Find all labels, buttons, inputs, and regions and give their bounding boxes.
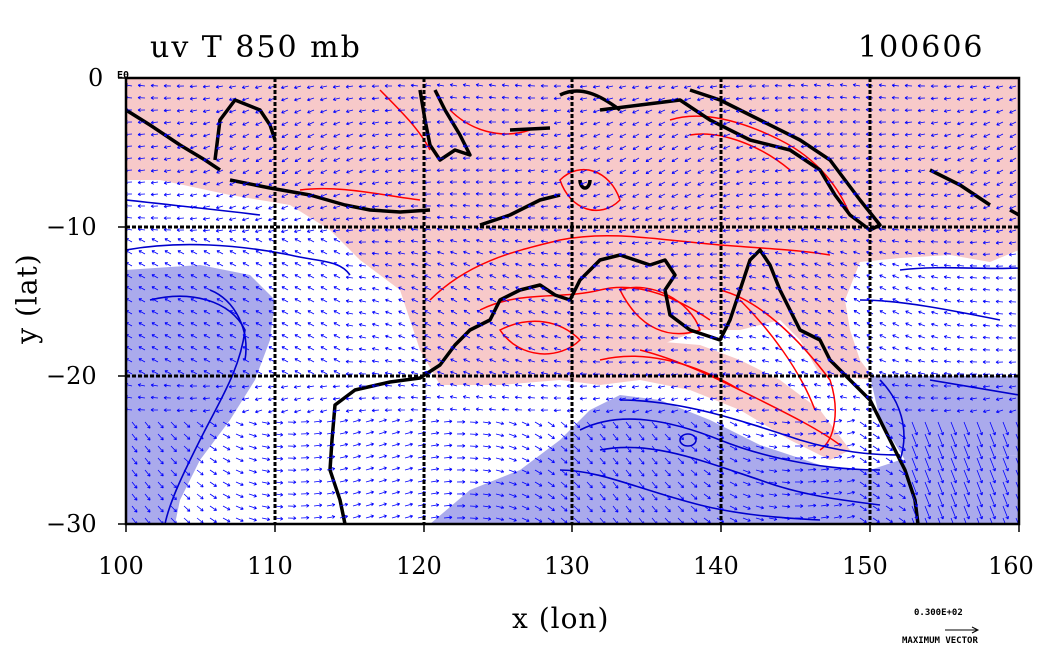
y-tick-label: −30 — [46, 510, 97, 538]
x-tick-label: 130 — [544, 552, 590, 580]
y-axis-label: y (lat) — [10, 253, 44, 344]
plot-title: uv T 850 mb — [150, 30, 362, 65]
tick-marks — [118, 77, 1020, 532]
x-tick-label: 110 — [247, 552, 293, 580]
x-tick-label: 150 — [842, 552, 888, 580]
coastline-sulawesi — [418, 89, 472, 162]
corner-label: E0 — [117, 70, 130, 81]
wind-vector-arrows — [126, 83, 1019, 524]
x-axis-label: x (lon) — [512, 602, 610, 635]
coastlines — [126, 88, 1019, 524]
wind-vectors — [126, 83, 1019, 524]
cool-anomaly-region-west — [126, 265, 275, 524]
coastline-new-guinea — [599, 88, 882, 232]
coastline-timor — [479, 193, 561, 227]
coastline-borneo — [213, 98, 277, 161]
plot-date: 100606 — [858, 30, 985, 65]
y-tick-label: −10 — [46, 213, 97, 241]
warm-continent-region — [560, 340, 850, 460]
x-tick-label: 140 — [693, 552, 739, 580]
x-tick-label: 100 — [98, 552, 144, 580]
x-tick-label: 120 — [396, 552, 442, 580]
grid-lines — [126, 78, 1019, 524]
x-tick-label: 160 — [988, 552, 1034, 580]
coastline-islands-north — [509, 89, 622, 190]
cool-anomaly-region-east — [870, 376, 1019, 460]
coastline-sumatra — [126, 108, 221, 172]
reference-arrow — [945, 626, 980, 634]
coastline-java — [229, 178, 431, 214]
legend-magnitude: 0.300E+02 — [914, 608, 963, 618]
y-tick-label: −20 — [46, 362, 97, 390]
legend-caption: MAXIMUM VECTOR — [902, 636, 978, 646]
y-tick-label: 0 — [88, 64, 104, 92]
